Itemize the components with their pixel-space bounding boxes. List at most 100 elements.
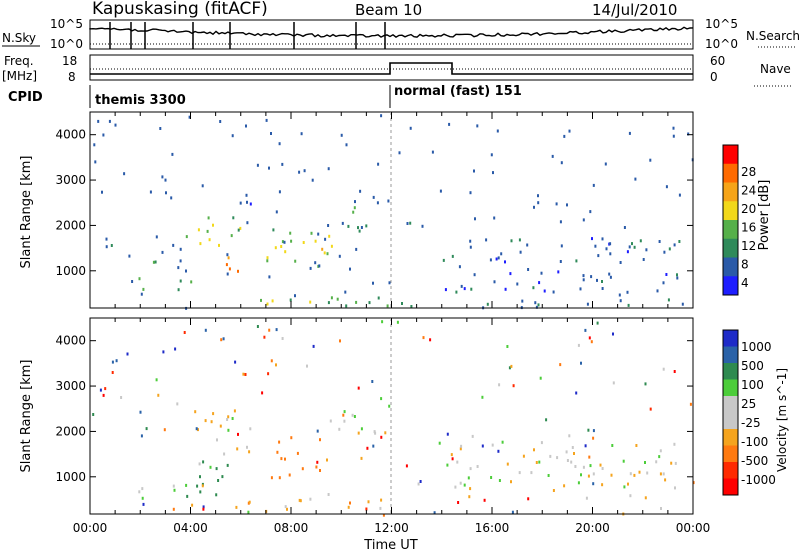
x-tick-label: 20:00 bbox=[575, 521, 610, 535]
heatmap-cell bbox=[676, 273, 678, 277]
heatmap-cell bbox=[216, 438, 218, 442]
colorbar-swatch bbox=[723, 412, 738, 430]
heatmap-cell bbox=[504, 287, 507, 291]
heatmap-cell bbox=[660, 507, 662, 510]
heatmap-cell bbox=[111, 371, 114, 374]
heatmap-cell bbox=[678, 240, 681, 243]
heatmap-cell bbox=[185, 483, 188, 487]
heatmap-cell bbox=[172, 484, 175, 488]
heatmap-cell bbox=[140, 434, 143, 438]
heatmap-cell bbox=[577, 481, 580, 485]
heatmap-cell bbox=[497, 256, 500, 260]
colorbar-tick-label: 500 bbox=[741, 359, 764, 373]
heatmap-cell bbox=[245, 124, 247, 128]
power-ylabel: Slant Range [km] bbox=[19, 156, 34, 269]
heatmap-cell bbox=[589, 464, 592, 468]
heatmap-cell bbox=[303, 169, 306, 173]
heatmap-cell bbox=[360, 427, 363, 431]
colorbar-tick-label: 1000 bbox=[741, 340, 772, 354]
heatmap-cell bbox=[358, 229, 361, 233]
heatmap-cell bbox=[692, 481, 695, 485]
heatmap-cell bbox=[170, 196, 173, 200]
heatmap-cell bbox=[601, 237, 604, 241]
heatmap-cell bbox=[145, 427, 148, 431]
heatmap-cell bbox=[458, 265, 461, 269]
heatmap-cell bbox=[673, 243, 676, 247]
heatmap-cell bbox=[601, 287, 604, 290]
heatmap-cell bbox=[629, 494, 632, 498]
heatmap-cell bbox=[540, 271, 543, 275]
heatmap-cell bbox=[140, 292, 143, 296]
heatmap-cell bbox=[104, 387, 107, 391]
freq-tick-low: 8 bbox=[68, 70, 76, 84]
heatmap-cell bbox=[497, 449, 500, 453]
heatmap-cell bbox=[405, 464, 408, 468]
heatmap-cell bbox=[371, 380, 374, 383]
heatmap-cell bbox=[459, 481, 462, 485]
heatmap-cell bbox=[552, 489, 555, 492]
heatmap-cell bbox=[547, 474, 550, 477]
noise-left-tick-high: 10^5 bbox=[50, 17, 83, 31]
heatmap-cell bbox=[592, 183, 595, 187]
heatmap-cell bbox=[226, 418, 229, 421]
heatmap-cell bbox=[577, 343, 580, 347]
heatmap-cell bbox=[274, 246, 277, 250]
heatmap-cell bbox=[198, 462, 201, 466]
heatmap-cell bbox=[327, 167, 330, 171]
heatmap-cell bbox=[376, 201, 379, 205]
noise-right-tick-low: 10^0 bbox=[705, 37, 738, 51]
heatmap-cell bbox=[278, 142, 281, 146]
y-tick-label: 1000 bbox=[55, 470, 86, 484]
heatmap-cell bbox=[263, 335, 266, 339]
heatmap-cell bbox=[237, 432, 239, 436]
heatmap-cell bbox=[212, 223, 214, 227]
heatmap-cell bbox=[202, 460, 205, 464]
heatmap-cell bbox=[535, 461, 538, 464]
heatmap-cell bbox=[633, 245, 636, 249]
heatmap-cell bbox=[674, 461, 677, 465]
heatmap-cell bbox=[219, 424, 222, 428]
heatmap-cell bbox=[276, 450, 279, 454]
heatmap-cell bbox=[511, 510, 514, 514]
heatmap-cell bbox=[138, 490, 141, 494]
x-tick-label: 12:00 bbox=[374, 521, 409, 535]
heatmap-cell bbox=[210, 420, 213, 424]
heatmap-cell bbox=[460, 284, 463, 288]
heatmap-cell bbox=[319, 469, 321, 472]
heatmap-cell bbox=[409, 126, 412, 130]
heatmap-cell bbox=[486, 302, 489, 306]
date-title: 14/Jul/2010 bbox=[592, 1, 677, 19]
heatmap-cell bbox=[265, 118, 268, 122]
freq-label-1: Freq. bbox=[4, 54, 34, 68]
heatmap-cell bbox=[309, 266, 312, 270]
heatmap-cell bbox=[579, 287, 582, 291]
colorbar-swatch bbox=[723, 257, 738, 277]
colorbar-tick-label: -100 bbox=[741, 435, 768, 449]
heatmap-cell bbox=[294, 259, 297, 263]
heatmap-cell bbox=[261, 391, 264, 395]
heatmap-cell bbox=[597, 254, 600, 258]
heatmap-cell bbox=[339, 339, 341, 343]
heatmap-cell bbox=[463, 287, 466, 291]
noise-trace bbox=[89, 22, 694, 49]
heatmap-cell bbox=[174, 347, 177, 351]
heatmap-cell bbox=[496, 129, 499, 133]
heatmap-cell bbox=[247, 510, 250, 514]
heatmap-cell bbox=[294, 294, 296, 298]
heatmap-cell bbox=[659, 472, 662, 476]
heatmap-cell bbox=[237, 228, 240, 232]
heatmap-cell bbox=[582, 465, 585, 469]
velocity-y-axis: 1000 2000 3000 4000 bbox=[55, 334, 693, 484]
heatmap-cell bbox=[195, 427, 198, 431]
heatmap-cell bbox=[439, 189, 442, 193]
heatmap-cell bbox=[202, 505, 205, 509]
velocity-ylabel: Slant Range [km] bbox=[19, 360, 34, 473]
heatmap-cell bbox=[498, 479, 501, 482]
heatmap-cell bbox=[232, 216, 235, 220]
power-colorbar-label: Power [dB] bbox=[757, 180, 772, 251]
heatmap-cell bbox=[628, 245, 631, 249]
nave-tick-high: 60 bbox=[710, 54, 725, 68]
heatmap-cell bbox=[662, 281, 665, 285]
heatmap-cell bbox=[248, 450, 251, 454]
heatmap-cell bbox=[609, 242, 612, 246]
